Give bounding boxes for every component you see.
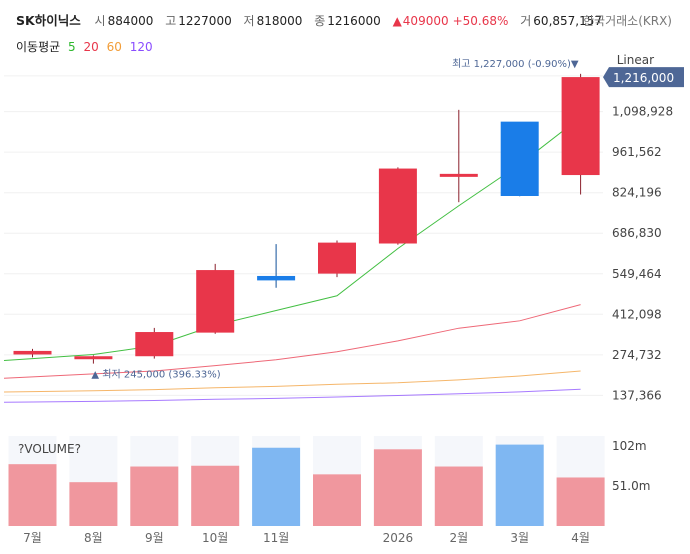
- candle-body: [378, 168, 417, 244]
- volume-tick-label: 51.0m: [612, 479, 650, 493]
- axis-labels: 1,098,928 961,562 824,196 686,830 549,464 412…: [18, 105, 673, 545]
- low-value: 818000: [256, 14, 303, 28]
- price-tick-label: 686,830: [612, 226, 662, 240]
- volume-bars: [8, 444, 605, 526]
- last-price-tag: [603, 67, 684, 88]
- price-tick-label: 961,562: [612, 145, 662, 159]
- moving-average-legend[interactable]: 이동평균 5 20 60 120: [16, 38, 157, 55]
- volume-bar: [191, 465, 240, 526]
- last-price-label: 1,216,000: [613, 71, 674, 85]
- volume-value: 60,857,157: [533, 14, 603, 28]
- price-tick-label: 274,732: [612, 348, 662, 362]
- volume-tick-label: 102m: [612, 439, 647, 453]
- candle-body: [257, 275, 296, 281]
- change-arrow-icon: ▲: [392, 14, 402, 28]
- candle-body: [561, 77, 600, 176]
- price-tick-label: 824,196: [612, 186, 662, 200]
- month-label: 4월: [571, 531, 590, 545]
- month-label: 2월: [449, 531, 468, 545]
- volume-bar: [434, 466, 483, 526]
- change-value: 409000: [402, 14, 449, 28]
- volume-bar: [8, 464, 57, 526]
- ma-5-label[interactable]: 5: [68, 40, 76, 54]
- price-tick-label: 1,098,928: [612, 105, 673, 119]
- open-value: 884000: [107, 14, 154, 28]
- candle-body: [500, 121, 539, 196]
- ma-20-line: [3, 304, 581, 379]
- price-tick-label: 137,366: [612, 388, 662, 402]
- ma-120-label[interactable]: 120: [129, 40, 153, 54]
- month-label: 11월: [263, 531, 289, 545]
- moving-average-label: 이동평균: [16, 40, 61, 54]
- exchange-label: 한국거래소(KRX): [583, 14, 672, 28]
- price-tick-label: 549,464: [612, 267, 662, 281]
- max-price-marker: 최고 1,227,000 (-0.90%)▼: [452, 58, 579, 70]
- high-value: 1227000: [178, 14, 232, 28]
- annotations: 최고 1,227,000 (-0.90%)▼ ▲ 최저 245,000 (396.…: [91, 58, 684, 381]
- stock-name: SK하이닉스: [16, 13, 81, 28]
- volume-bar: [556, 477, 605, 526]
- month-label: 8월: [84, 531, 103, 545]
- candle-body: [318, 242, 356, 274]
- month-label: 10월: [202, 531, 228, 545]
- close-value: 1216000: [327, 14, 381, 28]
- month-label: 7월: [23, 531, 42, 545]
- month-label: 2026: [383, 531, 414, 545]
- open-label: 시: [94, 14, 106, 28]
- candle-body: [196, 270, 235, 333]
- volume-bar: [130, 466, 179, 526]
- candles: [13, 73, 600, 364]
- ma-120-line: [3, 388, 581, 403]
- volume-bar: [69, 482, 118, 526]
- ma-20-label[interactable]: 20: [83, 40, 99, 54]
- candle-body: [74, 356, 113, 360]
- header-bar: SK하이닉스 시 884000 고 1227000 저 818000 종 1216000…: [16, 10, 610, 29]
- grid-lines: [4, 75, 603, 396]
- ma-5-line: [3, 116, 581, 361]
- moving-average-lines: [3, 116, 581, 403]
- min-price-marker: ▲ 최저 245,000 (396.33%): [91, 369, 220, 381]
- ma-60-line: [3, 370, 581, 393]
- volume-label: 거: [520, 14, 532, 28]
- high-label: 고: [165, 14, 177, 28]
- candle-body: [135, 332, 174, 357]
- candle-body: [439, 173, 478, 177]
- candle-body: [13, 350, 52, 355]
- volume-title: ?VOLUME?: [18, 442, 81, 456]
- volume-bar: [252, 447, 301, 526]
- close-label: 종: [314, 14, 326, 28]
- volume-bar: [373, 449, 422, 526]
- month-label: 3월: [510, 531, 529, 545]
- volume-bar: [495, 444, 544, 526]
- volume-bar: [313, 474, 361, 526]
- ma-60-label[interactable]: 60: [106, 40, 122, 54]
- price-tick-label: 412,098: [612, 307, 662, 321]
- month-label: 9월: [145, 531, 164, 545]
- change-percent: +50.68%: [452, 14, 509, 28]
- low-label: 저: [243, 14, 255, 28]
- scale-mode-toggle[interactable]: Linear: [616, 53, 654, 67]
